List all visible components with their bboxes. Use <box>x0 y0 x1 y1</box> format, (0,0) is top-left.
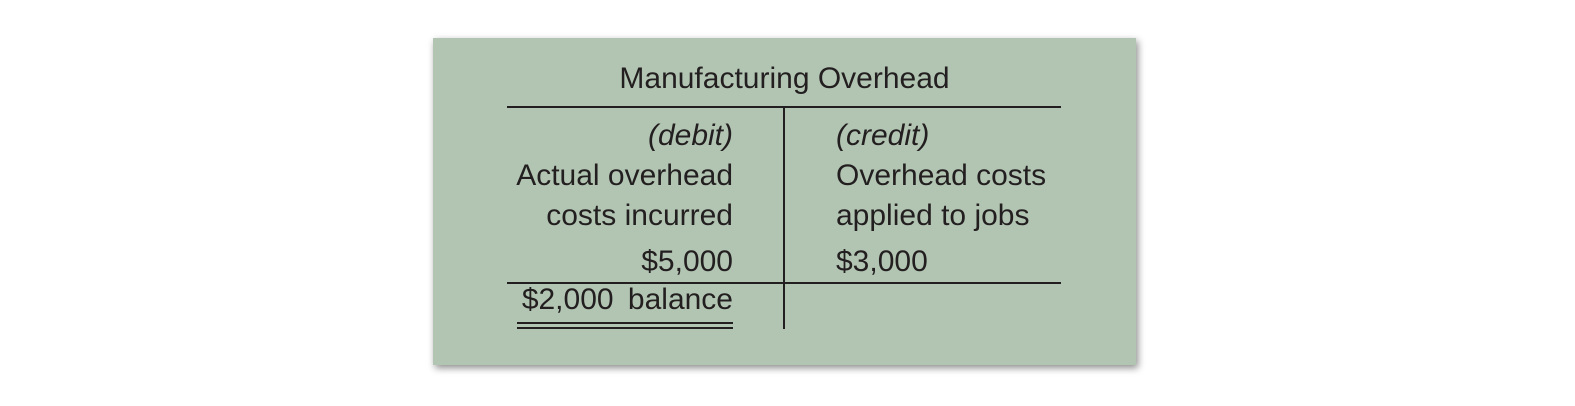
t-account-panel: Manufacturing Overhead (debit) Actual ov… <box>433 38 1136 365</box>
credit-amount: $3,000 <box>836 245 928 278</box>
balance-double-underline-bottom <box>517 327 733 329</box>
debit-amount: $5,000 <box>641 245 733 278</box>
debit-header: (debit) <box>647 119 733 152</box>
credit-description-line-2: applied to jobs <box>836 199 1030 232</box>
total-rule <box>507 282 1061 284</box>
credit-header: (credit) <box>836 119 930 152</box>
t-account-divider <box>783 107 785 329</box>
credit-description-line-1: Overhead costs <box>836 159 1047 192</box>
account-title: Manufacturing Overhead <box>619 62 950 95</box>
debit-description-line-2: costs incurred <box>546 199 733 232</box>
debit-description-line-1: Actual overhead <box>516 159 733 192</box>
balance-double-underline-top <box>517 322 733 324</box>
balance-amount: $2,000 balance <box>521 283 733 316</box>
